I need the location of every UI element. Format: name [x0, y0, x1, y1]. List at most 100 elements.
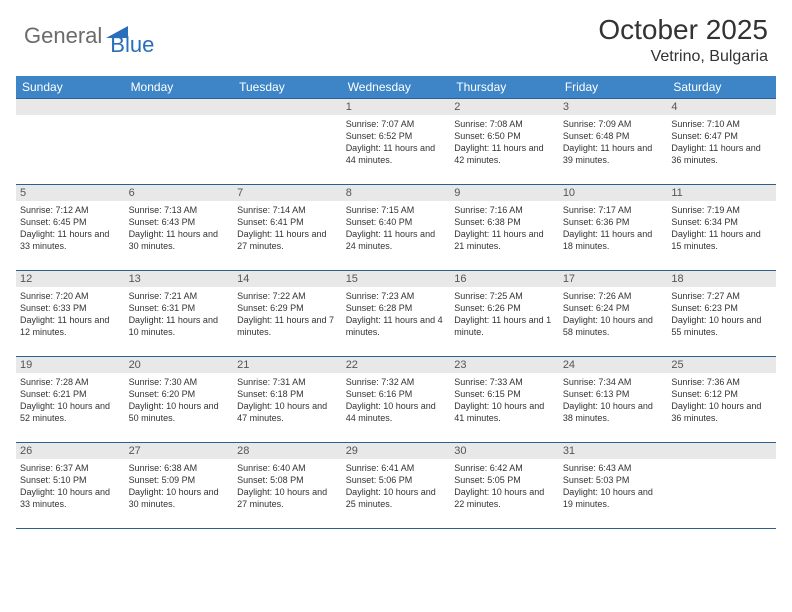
- day-info: Sunrise: 7:34 AMSunset: 6:13 PMDaylight:…: [563, 376, 664, 425]
- day-number: 7: [233, 185, 342, 201]
- day-info: Sunrise: 7:23 AMSunset: 6:28 PMDaylight:…: [346, 290, 447, 339]
- day-info: Sunrise: 7:21 AMSunset: 6:31 PMDaylight:…: [129, 290, 230, 339]
- location-label: Vetrino, Bulgaria: [598, 48, 768, 66]
- day-info: Sunrise: 7:33 AMSunset: 6:15 PMDaylight:…: [454, 376, 555, 425]
- calendar-cell: 18Sunrise: 7:27 AMSunset: 6:23 PMDayligh…: [667, 271, 776, 357]
- day-number: 1: [342, 99, 451, 115]
- day-info: Sunrise: 7:09 AMSunset: 6:48 PMDaylight:…: [563, 118, 664, 167]
- calendar-cell: 31Sunrise: 6:43 AMSunset: 5:03 PMDayligh…: [559, 443, 668, 529]
- calendar-cell: 7Sunrise: 7:14 AMSunset: 6:41 PMDaylight…: [233, 185, 342, 271]
- day-header: Wednesday: [342, 76, 451, 99]
- day-info: Sunrise: 7:19 AMSunset: 6:34 PMDaylight:…: [671, 204, 772, 253]
- calendar-cell: 26 Sunrise: 6:37 AMSunset: 5:10 PMDayligh…: [16, 443, 125, 529]
- day-number: 27: [125, 443, 234, 459]
- calendar-week-row: 1 Sunrise: 7:07 AMSunset: 6:52 PMDaylight…: [16, 99, 776, 185]
- day-number: 10: [559, 185, 668, 201]
- day-number: 24: [559, 357, 668, 373]
- calendar-cell: 3 Sunrise: 7:09 AMSunset: 6:48 PMDaylight…: [559, 99, 668, 185]
- calendar-cell: [125, 99, 234, 185]
- day-header: Tuesday: [233, 76, 342, 99]
- logo-text-2: Blue: [110, 32, 154, 58]
- day-number: 28: [233, 443, 342, 459]
- day-number: 15: [342, 271, 451, 287]
- day-number: 2: [450, 99, 559, 115]
- day-header: Saturday: [667, 76, 776, 99]
- day-number: 9: [450, 185, 559, 201]
- day-number: 6: [125, 185, 234, 201]
- day-header-row: Sunday Monday Tuesday Wednesday Thursday…: [16, 76, 776, 99]
- day-number: 29: [342, 443, 451, 459]
- day-info: Sunrise: 7:12 AMSunset: 6:45 PMDaylight:…: [20, 204, 121, 253]
- calendar-week-row: 19 Sunrise: 7:28 AMSunset: 6:21 PMDayligh…: [16, 357, 776, 443]
- calendar-cell: 12 Sunrise: 7:20 AMSunset: 6:33 PMDayligh…: [16, 271, 125, 357]
- day-number: 21: [233, 357, 342, 373]
- calendar-cell: 25Sunrise: 7:36 AMSunset: 6:12 PMDayligh…: [667, 357, 776, 443]
- calendar-cell: 1 Sunrise: 7:07 AMSunset: 6:52 PMDaylight…: [342, 99, 451, 185]
- day-info: Sunrise: 7:08 AMSunset: 6:50 PMDaylight:…: [454, 118, 555, 167]
- calendar-week-row: 12 Sunrise: 7:20 AMSunset: 6:33 PMDayligh…: [16, 271, 776, 357]
- day-number: 31: [559, 443, 668, 459]
- day-number-empty: [16, 99, 125, 115]
- calendar-cell: 29 Sunrise: 6:41 AMSunset: 5:06 PMDayligh…: [342, 443, 451, 529]
- day-number: 17: [559, 271, 668, 287]
- day-info: Sunrise: 7:28 AMSunset: 6:21 PMDaylight:…: [20, 376, 121, 425]
- calendar-week-row: 5 Sunrise: 7:12 AMSunset: 6:45 PMDaylight…: [16, 185, 776, 271]
- calendar-cell: 20 Sunrise: 7:30 AMSunset: 6:20 PMDayligh…: [125, 357, 234, 443]
- calendar-cell: [667, 443, 776, 529]
- calendar-cell: 4Sunrise: 7:10 AMSunset: 6:47 PMDaylight…: [667, 99, 776, 185]
- day-number-empty: [233, 99, 342, 115]
- day-info: Sunrise: 7:30 AMSunset: 6:20 PMDaylight:…: [129, 376, 230, 425]
- day-number-empty: [667, 443, 776, 459]
- day-info: Sunrise: 7:07 AMSunset: 6:52 PMDaylight:…: [346, 118, 447, 167]
- calendar-cell: 28Sunrise: 6:40 AMSunset: 5:08 PMDayligh…: [233, 443, 342, 529]
- calendar-week-row: 26 Sunrise: 6:37 AMSunset: 5:10 PMDayligh…: [16, 443, 776, 529]
- day-info: Sunrise: 7:36 AMSunset: 6:12 PMDaylight:…: [671, 376, 772, 425]
- calendar-cell: [16, 99, 125, 185]
- day-info: Sunrise: 6:41 AMSunset: 5:06 PMDaylight:…: [346, 462, 447, 511]
- day-header: Sunday: [16, 76, 125, 99]
- day-info: Sunrise: 6:37 AMSunset: 5:10 PMDaylight:…: [20, 462, 121, 511]
- day-info: Sunrise: 6:42 AMSunset: 5:05 PMDaylight:…: [454, 462, 555, 511]
- day-number: 18: [667, 271, 776, 287]
- calendar-cell: 17 Sunrise: 7:26 AMSunset: 6:24 PMDayligh…: [559, 271, 668, 357]
- day-number: 16: [450, 271, 559, 287]
- calendar-cell: 6 Sunrise: 7:13 AMSunset: 6:43 PMDaylight…: [125, 185, 234, 271]
- day-info: Sunrise: 7:26 AMSunset: 6:24 PMDaylight:…: [563, 290, 664, 339]
- day-info: Sunrise: 7:20 AMSunset: 6:33 PMDaylight:…: [20, 290, 121, 339]
- calendar-cell: 19 Sunrise: 7:28 AMSunset: 6:21 PMDayligh…: [16, 357, 125, 443]
- calendar-cell: [233, 99, 342, 185]
- day-header: Monday: [125, 76, 234, 99]
- calendar-cell: 23 Sunrise: 7:33 AMSunset: 6:15 PMDayligh…: [450, 357, 559, 443]
- day-number: 26: [16, 443, 125, 459]
- day-number: 19: [16, 357, 125, 373]
- calendar-cell: 5 Sunrise: 7:12 AMSunset: 6:45 PMDaylight…: [16, 185, 125, 271]
- day-number: 20: [125, 357, 234, 373]
- day-number: 23: [450, 357, 559, 373]
- calendar-cell: 15 Sunrise: 7:23 AMSunset: 6:28 PMDayligh…: [342, 271, 451, 357]
- day-number: 4: [667, 99, 776, 115]
- day-number: 8: [342, 185, 451, 201]
- day-info: Sunrise: 7:17 AMSunset: 6:36 PMDaylight:…: [563, 204, 664, 253]
- calendar-cell: 11 Sunrise: 7:19 AMSunset: 6:34 PMDayligh…: [667, 185, 776, 271]
- day-number: 3: [559, 99, 668, 115]
- page-header: General Blue October 2025 Vetrino, Bulga…: [0, 0, 792, 70]
- calendar-cell: 9Sunrise: 7:16 AMSunset: 6:38 PMDaylight…: [450, 185, 559, 271]
- calendar-cell: 10 Sunrise: 7:17 AMSunset: 6:36 PMDayligh…: [559, 185, 668, 271]
- day-number: 12: [16, 271, 125, 287]
- day-number: 11: [667, 185, 776, 201]
- calendar-table: Sunday Monday Tuesday Wednesday Thursday…: [16, 76, 776, 529]
- day-info: Sunrise: 7:15 AMSunset: 6:40 PMDaylight:…: [346, 204, 447, 253]
- day-number: 30: [450, 443, 559, 459]
- day-info: Sunrise: 7:25 AMSunset: 6:26 PMDaylight:…: [454, 290, 555, 339]
- day-number: 5: [16, 185, 125, 201]
- day-info: Sunrise: 7:13 AMSunset: 6:43 PMDaylight:…: [129, 204, 230, 253]
- calendar-cell: 21Sunrise: 7:31 AMSunset: 6:18 PMDayligh…: [233, 357, 342, 443]
- calendar-cell: 30 Sunrise: 6:42 AMSunset: 5:05 PMDayligh…: [450, 443, 559, 529]
- calendar-cell: 16 Sunrise: 7:25 AMSunset: 6:26 PMDayligh…: [450, 271, 559, 357]
- day-info: Sunrise: 7:32 AMSunset: 6:16 PMDaylight:…: [346, 376, 447, 425]
- logo: General Blue: [24, 14, 154, 58]
- calendar-cell: 24 Sunrise: 7:34 AMSunset: 6:13 PMDayligh…: [559, 357, 668, 443]
- calendar-cell: 13Sunrise: 7:21 AMSunset: 6:31 PMDayligh…: [125, 271, 234, 357]
- title-block: October 2025 Vetrino, Bulgaria: [598, 14, 768, 66]
- calendar-cell: 8 Sunrise: 7:15 AMSunset: 6:40 PMDaylight…: [342, 185, 451, 271]
